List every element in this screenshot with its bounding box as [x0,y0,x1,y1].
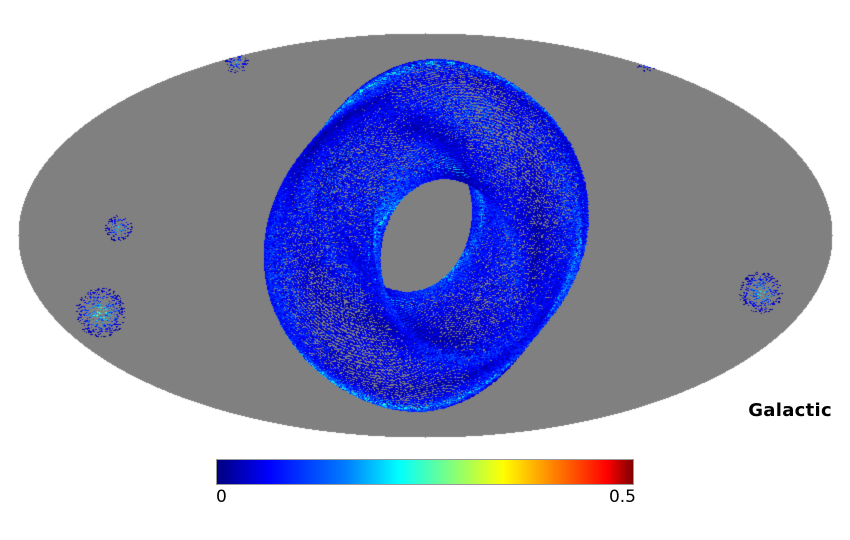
colorbar-max-tick-label: 0.5 [608,487,636,507]
colorbar-gradient [216,459,634,485]
colorbar: 0 0.5 [216,459,636,507]
coordinate-system-label: Galactic [748,400,832,421]
colorbar-min-tick-label: 0 [216,487,227,507]
